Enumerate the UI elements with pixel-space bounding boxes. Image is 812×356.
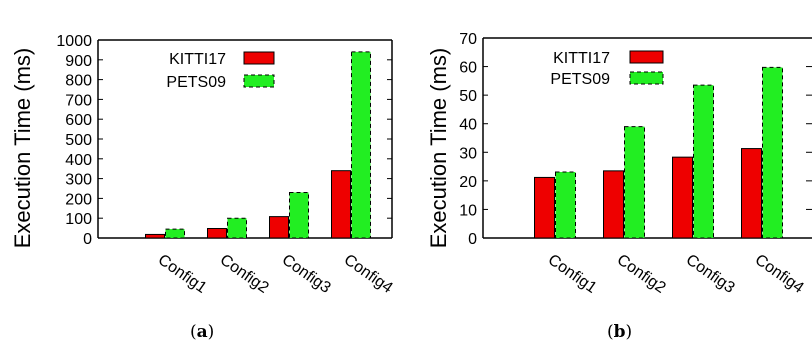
bar-kitti17-config1: [145, 233, 165, 239]
y-tick-label: 10: [459, 202, 477, 219]
y-axis-label: Execution Time (ms): [426, 48, 451, 249]
legend-swatch-kitti17: [243, 51, 275, 65]
bar-pets09-config2: [624, 126, 645, 239]
chart-panel-b: Execution Time (ms) 0 10 20 30 40 50 60 70 Config…: [426, 31, 812, 297]
y-tick-label: 400: [65, 152, 92, 169]
y-tick-label: 70: [459, 31, 477, 48]
y-axis-label: Execution Time (ms): [10, 48, 35, 249]
y-tick-label: 900: [65, 53, 92, 70]
y-tick-label: 40: [459, 117, 477, 134]
bar-pets09-config4: [762, 66, 783, 239]
chart-panel-a: Execution Time (ms) 0 100 200 300 400 500 600 70…: [10, 33, 396, 297]
y-tick-label: 300: [65, 172, 92, 189]
x-tick-label: Config2: [217, 251, 272, 297]
bar-pets09-config3: [289, 191, 309, 239]
y-tick-label: 600: [65, 112, 92, 129]
y-tick-label: 500: [65, 132, 92, 149]
bar-kitti17-config2: [603, 170, 624, 239]
y-tick-label: 0: [468, 231, 477, 248]
y-tick-label: 100: [65, 211, 92, 228]
y-tick-label: 0: [83, 231, 92, 248]
legend-swatch-pets09: [243, 74, 275, 88]
x-tick-label: Config3: [279, 251, 334, 297]
bar-kitti17-config3: [269, 216, 289, 239]
bar-kitti17-config3: [672, 156, 693, 239]
legend-swatch-pets09: [629, 71, 664, 85]
bar-pets09-config1: [165, 228, 185, 239]
legend-label: PETS09: [166, 74, 226, 91]
x-tick-label: Config4: [752, 251, 807, 297]
caption-a: (a): [190, 322, 215, 342]
legend-label: KITTI17: [169, 51, 226, 68]
y-tick-label: 20: [459, 174, 477, 191]
y-tick-label: 1000: [56, 33, 92, 50]
bar-kitti17-config4: [331, 170, 351, 239]
bar-pets09-config4: [351, 51, 371, 239]
y-tick-label: 200: [65, 191, 92, 208]
bar-pets09-config1: [555, 171, 576, 239]
legend-label: PETS09: [550, 71, 610, 88]
x-tick-label: Config4: [341, 251, 396, 297]
y-tick-label: 60: [459, 60, 477, 77]
x-tick-label: Config3: [683, 251, 738, 297]
x-tick-label: Config2: [614, 251, 669, 297]
x-tick-label: Config1: [545, 251, 600, 297]
bar-kitti17-config2: [207, 227, 227, 239]
bar-kitti17-config1: [534, 176, 555, 239]
legend-label: KITTI17: [553, 50, 610, 67]
y-tick-label: 30: [459, 145, 477, 162]
bar-pets09-config3: [693, 84, 714, 239]
bar-pets09-config2: [227, 217, 247, 239]
y-tick-label: 50: [459, 88, 477, 105]
legend-swatch-kitti17: [629, 50, 664, 64]
y-tick-label: 700: [65, 92, 92, 109]
caption-b: (b): [607, 322, 633, 342]
bar-kitti17-config4: [741, 148, 762, 239]
y-tick-label: 800: [65, 73, 92, 90]
x-tick-label: Config1: [155, 251, 210, 297]
